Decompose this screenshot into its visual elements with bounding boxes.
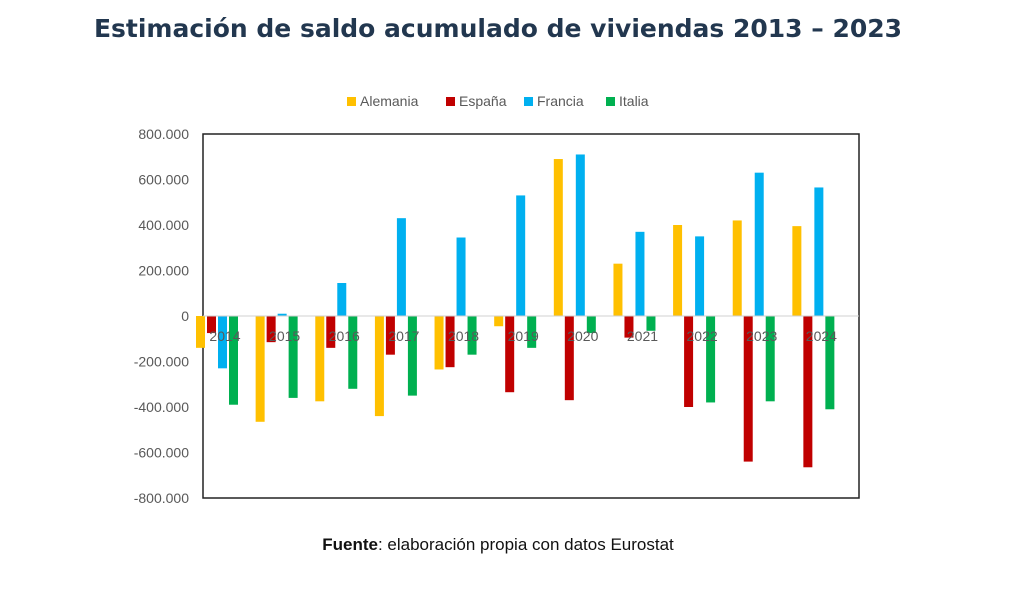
legend-label: Francia [537,93,584,109]
bar-francia [337,283,347,316]
bar-italia [348,316,358,389]
bar-francia [396,218,406,316]
bar-espana [326,316,336,348]
legend-swatch [606,97,615,106]
legend-label: España [459,93,507,109]
x-tick-label: 2024 [806,328,837,344]
bar-espana [207,316,216,334]
bar-francia [695,236,705,316]
bar-italia [825,316,835,410]
chart-title: Estimación de saldo acumulado de viviend… [93,14,903,43]
bar-francia [277,313,287,316]
source-text: : elaboración propia con datos Eurostat [377,535,674,554]
bar-espana [564,316,574,401]
bar-espana [505,316,515,393]
bar-espana [684,316,694,407]
bar-francia [456,237,466,316]
bar-francia [635,231,645,316]
bar-espana [385,316,395,355]
bar-espana [445,316,455,368]
bar-alemania [732,220,742,316]
bar-italia [586,316,596,334]
x-tick-label: 2023 [746,328,777,344]
bar-espana [803,316,813,468]
bar-alemania [315,316,325,402]
bar-francia [754,172,764,316]
bar-alemania [374,316,384,417]
y-tick-label: 200.000 [138,263,189,279]
bar-espana [743,316,753,462]
bar-alemania [196,316,205,348]
y-tick-label: -200.000 [134,354,189,370]
y-tick-label: 0 [181,308,189,324]
legend-label: Alemania [360,93,419,109]
x-tick-label: 2016 [329,328,360,344]
bar-francia [814,187,824,316]
bar-francia [516,195,526,316]
bar-alemania [255,316,265,422]
y-tick-label: 400.000 [138,217,189,233]
bar-francia [575,154,585,316]
source-label: Fuente [322,535,378,554]
legend-swatch [524,97,533,106]
bar-alemania [553,159,563,316]
legend-swatch [446,97,455,106]
x-tick-label: 2017 [388,328,419,344]
legend-label: Italia [619,93,649,109]
bar-italia [407,316,417,396]
bar-italia [288,316,298,398]
y-tick-label: 800.000 [138,126,189,142]
bar-espana [624,316,634,338]
bar-italia [706,316,716,403]
x-tick-label: 2021 [627,328,658,344]
legend-swatch [347,97,356,106]
y-tick-label: -600.000 [134,445,189,461]
y-tick-label: -800.000 [134,490,189,506]
x-tick-label: 2020 [567,328,598,344]
bar-italia [229,316,238,405]
bar-italia [765,316,775,402]
bar-italia [467,316,477,355]
y-tick-label: -400.000 [134,399,189,415]
bar-italia [527,316,537,348]
bar-francia [218,316,227,369]
x-tick-label: 2014 [209,328,240,344]
y-tick-label: 600.000 [138,172,189,188]
source-note: Fuente: elaboración propia con datos Eur… [0,535,996,555]
bar-italia [646,316,656,331]
bar-espana [266,316,276,343]
x-tick-label: 2022 [687,328,718,344]
x-tick-label: 2015 [269,328,300,344]
bar-alemania [613,263,623,316]
bar-alemania [673,225,683,316]
bar-alemania [792,226,802,316]
bar-alemania [494,316,504,327]
bar-alemania [434,316,444,370]
x-tick-label: 2019 [508,328,539,344]
x-tick-label: 2018 [448,328,479,344]
